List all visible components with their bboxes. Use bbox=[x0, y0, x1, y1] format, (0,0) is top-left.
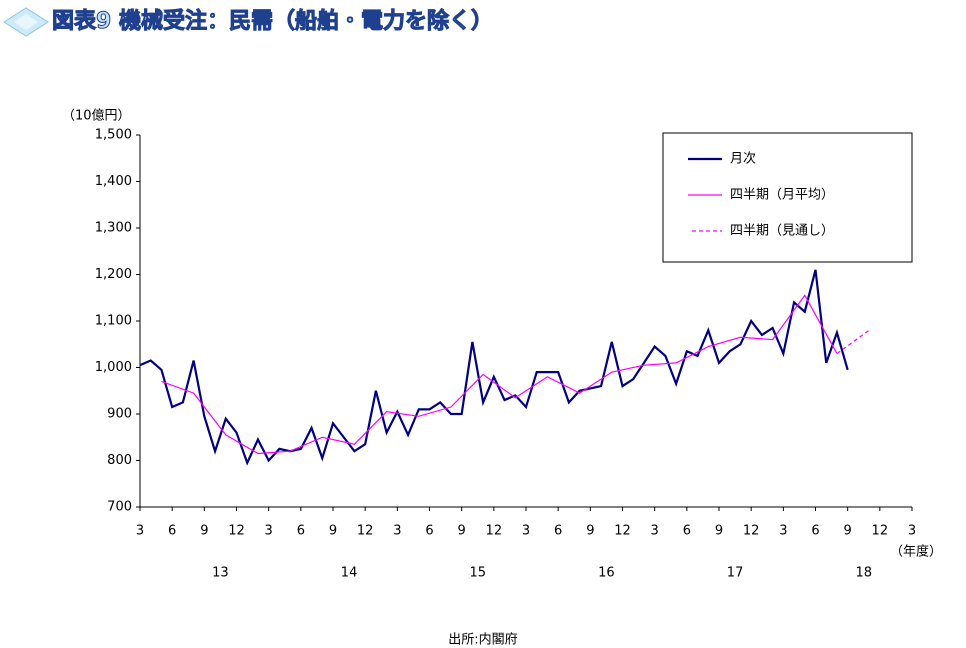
year-label: 13 bbox=[212, 566, 229, 581]
legend-label: 四半期（見通し） bbox=[730, 224, 834, 239]
y-tick-label: 900 bbox=[107, 407, 132, 422]
x-tick-label: 12 bbox=[872, 524, 889, 539]
x-tick-label: 9 bbox=[715, 524, 723, 539]
y-tick-label: 700 bbox=[107, 500, 132, 515]
x-tick-label: 3 bbox=[779, 524, 787, 539]
x-tick-label: 6 bbox=[297, 524, 305, 539]
x-tick-label: 9 bbox=[586, 524, 594, 539]
x-tick-label: 6 bbox=[811, 524, 819, 539]
x-tick-label: 6 bbox=[168, 524, 176, 539]
legend-box bbox=[662, 132, 913, 263]
x-tick-label: 6 bbox=[683, 524, 691, 539]
year-label: 15 bbox=[469, 566, 486, 581]
y-tick-label: 1,100 bbox=[95, 314, 132, 329]
series-line bbox=[161, 294, 838, 455]
y-tick-label: 1,500 bbox=[95, 128, 132, 143]
x-tick-label: 3 bbox=[651, 524, 659, 539]
series-line bbox=[139, 269, 849, 466]
x-tick-label: 3 bbox=[393, 524, 401, 539]
x-tick-label: 3 bbox=[522, 524, 530, 539]
year-label: 18 bbox=[855, 566, 872, 581]
x-unit: （年度） bbox=[890, 544, 942, 560]
x-tick-label: 3 bbox=[265, 524, 273, 539]
y-unit: （10億円） bbox=[62, 108, 131, 124]
y-tick-label: 1,000 bbox=[95, 360, 132, 375]
x-tick-label: 3 bbox=[136, 524, 144, 539]
y-tick-label: 1,300 bbox=[95, 221, 132, 236]
x-tick-label: 12 bbox=[228, 524, 245, 539]
x-tick-label: 12 bbox=[743, 524, 760, 539]
year-label: 14 bbox=[341, 566, 358, 581]
y-tick-label: 800 bbox=[107, 453, 132, 468]
x-tick-label: 3 bbox=[908, 524, 916, 539]
chart-title: 図表9 機械受注：民需（船舶・電力を除く） bbox=[52, 8, 493, 34]
x-tick-label: 6 bbox=[554, 524, 562, 539]
year-label: 17 bbox=[727, 566, 744, 581]
x-tick-label: 12 bbox=[357, 524, 374, 539]
x-tick-label: 12 bbox=[486, 524, 503, 539]
x-tick-label: 12 bbox=[614, 524, 631, 539]
x-tick-label: 6 bbox=[425, 524, 433, 539]
year-label: 16 bbox=[598, 566, 615, 581]
y-tick-label: 1,200 bbox=[95, 267, 132, 282]
y-tick-label: 1,400 bbox=[95, 174, 132, 189]
legend-label: 四半期（月平均） bbox=[730, 188, 834, 203]
x-tick-label: 9 bbox=[200, 524, 208, 539]
source: 出所:内閣府 bbox=[448, 632, 517, 648]
title-icon bbox=[3, 7, 49, 37]
x-tick-label: 9 bbox=[458, 524, 466, 539]
x-tick-label: 9 bbox=[329, 524, 337, 539]
legend-label: 月次 bbox=[730, 151, 756, 167]
x-tick-label: 9 bbox=[844, 524, 852, 539]
